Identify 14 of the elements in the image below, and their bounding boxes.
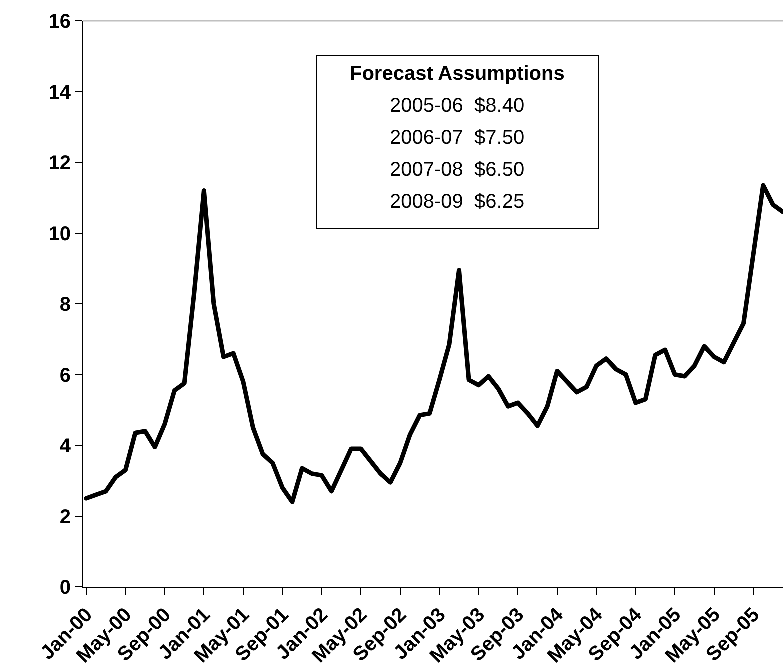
- y-tick-label: 4: [60, 436, 72, 458]
- annotation: 2007-08 $6.50: [390, 159, 525, 181]
- annotation: Forecast Assumptions: [350, 63, 565, 85]
- y-tick-label: 12: [48, 152, 71, 174]
- y-tick-label: 6: [60, 364, 71, 387]
- y-tick-label: 10: [48, 223, 71, 246]
- annotation: 2008-09 $6.25: [390, 191, 525, 213]
- y-tick-label: 2: [60, 506, 71, 528]
- y-tick-label: 16: [48, 11, 71, 33]
- y-tick-label: 0: [60, 577, 71, 599]
- annotation: 2006-07 $7.50: [390, 127, 525, 149]
- annotation: 2005-06 $8.40: [390, 95, 525, 117]
- y-tick-label: 8: [60, 294, 71, 316]
- y-tick-label: 14: [48, 82, 72, 104]
